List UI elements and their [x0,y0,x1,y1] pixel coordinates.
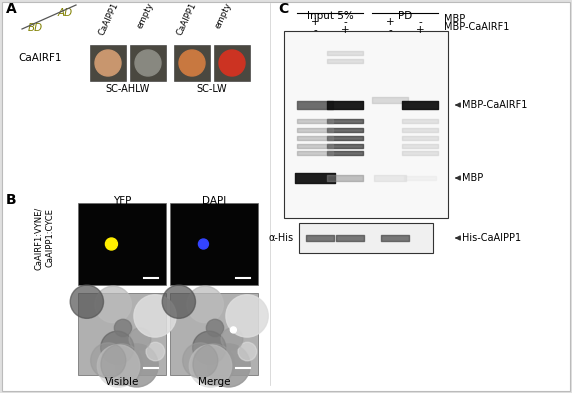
Bar [170,203,258,285]
Text: SC-LW: SC-LW [197,84,227,94]
Bar [299,223,433,253]
Text: DAPI: DAPI [202,196,226,206]
Bar [78,293,166,375]
Text: SC-AHLW: SC-AHLW [106,84,150,94]
Circle shape [196,346,225,375]
Circle shape [134,295,176,337]
Circle shape [207,344,250,387]
Circle shape [193,331,226,364]
Circle shape [95,286,132,323]
Text: MBP: MBP [462,173,483,183]
Circle shape [179,50,205,76]
Bar [78,203,166,285]
Text: CaAIPP1: CaAIPP1 [175,1,198,37]
Bar [174,45,210,81]
Bar [170,293,258,375]
Text: MBP-CaAIRF1: MBP-CaAIRF1 [444,22,510,32]
Circle shape [97,345,140,387]
Text: PD: PD [398,11,412,21]
Text: MBP: MBP [444,14,465,24]
Text: -: - [418,17,422,27]
Circle shape [231,327,236,333]
Circle shape [114,319,132,336]
Text: empty: empty [213,1,233,30]
Circle shape [206,319,224,336]
Circle shape [238,342,257,361]
Circle shape [189,345,232,387]
Circle shape [105,238,117,250]
Text: CaAIRF1:VYNE/: CaAIRF1:VYNE/ [34,206,42,270]
Text: -: - [313,25,317,35]
Bar [90,45,126,81]
Text: -: - [343,17,347,27]
Circle shape [104,346,133,375]
Circle shape [187,286,224,323]
Text: MBP-CaAIRF1: MBP-CaAIRF1 [462,100,527,110]
Text: +: + [311,17,319,27]
Text: empty: empty [135,1,155,30]
Text: AD: AD [58,8,73,18]
Circle shape [115,344,158,387]
Text: +: + [416,25,424,35]
Circle shape [135,50,161,76]
Text: C: C [278,2,288,16]
Text: Input 5%: Input 5% [307,11,353,21]
Text: B: B [6,193,17,207]
Bar [130,45,166,81]
Circle shape [146,342,165,361]
Circle shape [193,344,235,385]
Text: CaAIPP1: CaAIPP1 [97,1,120,37]
Text: CaAIPP1:CYCE: CaAIPP1:CYCE [46,209,54,268]
Bar [214,45,250,81]
Text: CaAIRF1: CaAIRF1 [18,53,62,63]
Circle shape [198,239,208,249]
Circle shape [226,295,268,337]
Bar [284,31,448,218]
Text: YFP: YFP [113,196,131,206]
Text: Merge: Merge [198,377,231,387]
Text: BD: BD [28,23,43,33]
Circle shape [219,50,245,76]
Text: +: + [386,17,394,27]
Circle shape [182,343,218,378]
Text: His-CaAIPP1: His-CaAIPP1 [462,233,521,243]
Circle shape [162,285,196,318]
Circle shape [101,331,134,364]
Circle shape [70,285,104,318]
Circle shape [91,343,126,378]
Circle shape [95,50,121,76]
Circle shape [129,328,151,350]
Circle shape [221,328,243,350]
Text: α-His: α-His [269,233,294,243]
Text: Visible: Visible [105,377,139,387]
Circle shape [101,344,142,385]
Text: +: + [341,25,349,35]
Text: A: A [6,2,17,16]
Text: -: - [388,25,392,35]
